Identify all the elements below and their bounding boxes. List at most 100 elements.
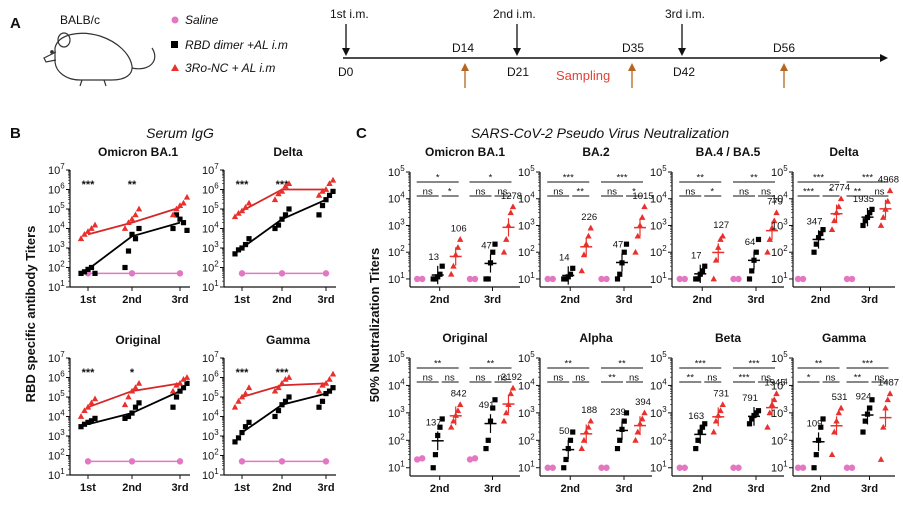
panel-c-rbd-point <box>439 263 445 269</box>
panel-c-rbd-point <box>869 397 875 403</box>
panel-c-saline-point <box>799 464 807 471</box>
panel-c-rbd-value-label: 239 <box>610 407 626 418</box>
panel-c-rbd-point <box>867 405 873 411</box>
panel-b-rbd-point <box>85 419 91 425</box>
panel-c-ytick-exponent: 1 <box>400 271 405 280</box>
panel-b-xtick-label: 1st <box>234 482 250 494</box>
panel-c-subplot-title: Beta <box>715 331 741 345</box>
panel-c-subplot-title: BA.4 / BA.5 <box>696 145 761 159</box>
immunization-arrowhead-2 <box>513 48 521 56</box>
panel-c-rbd-point <box>432 452 439 458</box>
panel-b-ytick-exponent: 2 <box>214 260 219 269</box>
panel-b-ro-point <box>173 205 180 212</box>
panel-b-ytick-label: 101 <box>202 279 219 294</box>
timeline-label-1st: 1st i.m. <box>330 7 369 21</box>
panel-b-ro-point <box>176 379 184 386</box>
panel-c-rbd-value-label: 47 <box>481 240 492 251</box>
panel-c-significance-right: ns <box>445 373 455 384</box>
panel-c-rbd-value-label: 924 <box>856 392 872 403</box>
panel-c-significance-top: *** <box>616 173 627 184</box>
panel-c-significance-left: *** <box>803 187 814 198</box>
panel-c-ro-point <box>719 401 726 408</box>
panel-b-ytick-exponent: 5 <box>214 389 219 398</box>
panel-c-rbd-point <box>567 437 574 443</box>
panel-b-ro-point <box>91 221 99 228</box>
panel-c-saline-point <box>603 464 610 471</box>
panel-b-rbd-point <box>177 216 183 222</box>
panel-c-xtick-label: 2nd <box>560 483 580 495</box>
panel-c-ytick-exponent: 2 <box>662 244 667 253</box>
panel-b-ytick-label: 103 <box>202 428 219 443</box>
panel-c-rbd-point <box>437 424 443 430</box>
panel-c-ro-point <box>503 236 510 242</box>
panel-c-rbd-point <box>623 241 630 247</box>
sampling-arrowhead-3 <box>780 63 788 71</box>
panel-b-rbd-point <box>180 385 187 391</box>
panel-c-significance-right: ** <box>577 187 585 198</box>
panel-c-ytick-label: 101 <box>388 271 405 286</box>
panel-c-rbd-point <box>617 271 623 277</box>
panel-c-saline-point <box>848 275 856 283</box>
panel-c-saline-point <box>794 464 802 471</box>
panel-c-ro-point <box>719 232 726 239</box>
panel-b-rbd-point <box>316 212 322 218</box>
panel-b-xtick-label: 1st <box>234 294 250 306</box>
panel-c-ro-point <box>831 217 838 224</box>
panel-c-ytick-exponent: 1 <box>783 460 788 469</box>
panel-b-ro-point <box>91 395 99 402</box>
panel-b-ro-point <box>278 187 286 194</box>
panel-c-ytick-label: 101 <box>518 271 535 286</box>
timeline-day-d21: D21 <box>507 65 529 79</box>
panel-b-ytick-label: 105 <box>48 389 65 404</box>
panel-c-ro-point <box>773 390 780 397</box>
panel-b-ytick-exponent: 1 <box>60 279 65 288</box>
panel-c-xtick-label: 2nd <box>692 294 712 306</box>
panel-c-significance-left: ns <box>475 373 485 384</box>
panel-c-significance-top: ** <box>434 359 442 370</box>
panel-b-rbd-point <box>275 222 282 228</box>
panel-c-saline-point <box>466 456 474 463</box>
panel-c-ytick-exponent: 3 <box>400 217 405 226</box>
panel-b-ro-point <box>125 219 132 226</box>
panel-c-saline-point <box>676 464 683 471</box>
panel-c-ytick-exponent: 5 <box>783 164 788 173</box>
panel-c-ro-point <box>880 214 887 220</box>
panel-b-rbd-point <box>279 402 285 408</box>
panel-c-ro-point <box>831 428 838 435</box>
panel-c-ro-point <box>717 407 724 414</box>
panel-c-ro-point <box>450 417 457 424</box>
immunization-arrowhead-3 <box>678 48 686 56</box>
panel-c-rbd-point <box>860 222 866 229</box>
panel-c-ytick-label: 104 <box>388 191 405 206</box>
panel-c-significance-top: ** <box>565 359 573 370</box>
panel-c-ytick-label: 102 <box>388 244 405 259</box>
panel-c-ytick-exponent: 1 <box>530 460 535 469</box>
panel-b-ytick-exponent: 5 <box>60 389 65 398</box>
panel-c-ro-point <box>766 236 773 242</box>
panel-c-saline-point <box>735 275 742 283</box>
panel-b-ro-point <box>282 375 289 382</box>
panel-b-ytick-label: 107 <box>202 350 219 365</box>
panel-c-significance-left: ns <box>475 187 485 198</box>
panel-c-ytick-label: 102 <box>518 432 535 447</box>
panel-b-rbd-point <box>286 394 292 400</box>
panel-c-ytick-label: 102 <box>771 432 788 447</box>
panel-c-ytick-exponent: 4 <box>662 191 667 200</box>
panel-b-rbd-point <box>173 212 180 218</box>
panel-c-xtick-label: 3rd <box>747 294 764 306</box>
panel-b-ytick-exponent: 7 <box>214 162 219 171</box>
panel-b-ro-point <box>329 176 337 183</box>
panel-b-ytick-exponent: 6 <box>60 370 65 379</box>
panel-c-rbd-point <box>490 249 496 255</box>
panel-c-ro-value-label: 2774 <box>829 183 850 194</box>
panel-b-ro-point <box>319 187 326 194</box>
panel-b-rbd-point <box>88 418 95 424</box>
panel-c-ro-value-label: 1945 <box>764 378 785 389</box>
panel-b-ytick-exponent: 2 <box>214 448 219 457</box>
panel-b-saline-point <box>84 458 92 465</box>
panel-b-rbd-point <box>323 390 329 397</box>
panel-b-ro-point <box>169 211 177 218</box>
panel-c-rbd-point <box>746 276 753 282</box>
panel-c-rbd-value-label: 13 <box>428 252 439 263</box>
